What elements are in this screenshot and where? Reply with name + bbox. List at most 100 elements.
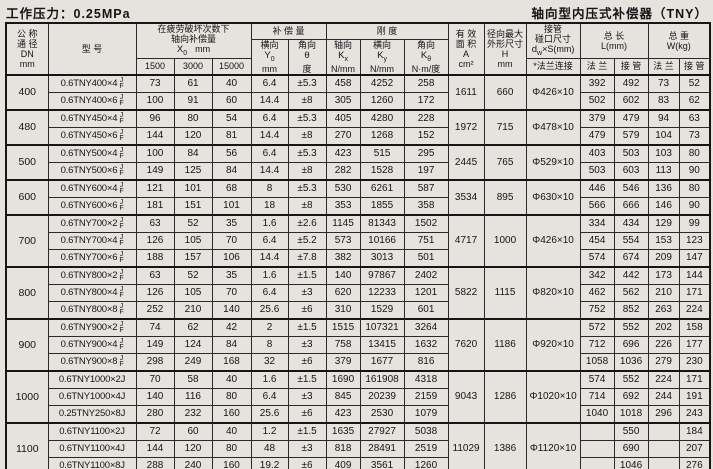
- cell-x15000: 160: [211, 404, 252, 424]
- cell-weight-flange: 279: [647, 352, 680, 372]
- cell-angular-stiffness: 3264: [403, 317, 449, 337]
- cell-lateral-stiffness: 3013: [359, 248, 405, 268]
- cell-lateral-compensation: 6.4: [250, 387, 289, 406]
- cell-x15000: 80: [211, 439, 252, 458]
- cell-pipe-size: Φ426×10: [525, 213, 581, 268]
- cell-dn: 900: [5, 317, 49, 372]
- table-row: 900 0.6TNY900×2 J F 74 62 42 2 ±1.5 1515 107321 326…: [5, 317, 711, 372]
- cell-weight-pipe: 171: [678, 369, 711, 389]
- cell-weight-pipe: 177: [678, 335, 711, 354]
- cell-angular-compensation: ±3: [287, 439, 327, 458]
- cell-length-pipe: 666: [613, 196, 649, 216]
- cell-model: 0.6TNY700×2 J F: [47, 213, 137, 233]
- cell-length-pipe: 690: [613, 439, 649, 458]
- cell-pipe-size: Φ426×10: [525, 73, 581, 111]
- cell-x15000: 40: [211, 73, 252, 93]
- spec-table: 公 称通 径 DN mm 型 号 在疲劳破坏次数下 轴向补偿量 X0 mm 补 偿 …: [5, 22, 712, 469]
- cell-lateral-stiffness: 1260: [359, 91, 405, 111]
- cell-x3000: 124: [173, 335, 213, 354]
- cell-x3000: 120: [173, 439, 213, 458]
- cell-radial-dimension: 1186: [483, 317, 527, 372]
- cell-weight-flange: [647, 456, 680, 469]
- cell-x3000: 120: [173, 126, 213, 146]
- cell-weight-pipe: 63: [678, 108, 711, 128]
- cell-weight-pipe: 191: [678, 387, 711, 406]
- col-header-length-flange: 法 兰: [579, 57, 615, 76]
- cell-lateral-compensation: 14.4: [250, 91, 289, 111]
- cell-model: 0.6TNY500×4 J F: [47, 143, 137, 163]
- cell-weight-flange: 210: [647, 283, 680, 302]
- cell-pipe-size: Φ478×10: [525, 108, 581, 146]
- cell-length-pipe: 546: [613, 178, 649, 198]
- table-row: 480 0.6TNY450×4 J F 96 80 54 6.4 ±5.3 405 4280 228 1…: [5, 108, 711, 146]
- cell-x1500: 144: [135, 126, 175, 146]
- cell-x1500: 126: [135, 283, 175, 302]
- cell-angular-compensation: ±8: [287, 161, 327, 181]
- cell-lateral-stiffness: 1855: [359, 196, 405, 216]
- cell-angular-compensation: ±7.8: [287, 248, 327, 268]
- cell-dn: 600: [5, 178, 49, 216]
- cell-length-pipe: 692: [613, 387, 649, 406]
- cell-model: 0.6TNY600×4 J F: [47, 178, 137, 198]
- cell-model: 0.6TNY600×6 J F: [47, 196, 137, 216]
- col-header-model: 型 号: [47, 22, 137, 76]
- cell-x1500: 72: [135, 421, 175, 441]
- cell-axial-stiffness: 1515: [325, 317, 361, 337]
- cell-radial-dimension: 1286: [483, 369, 527, 424]
- cell-x15000: 168: [211, 352, 252, 372]
- cell-angular-stiffness: 258: [403, 73, 449, 93]
- cell-weight-pipe: 224: [678, 300, 711, 320]
- cell-weight-flange: 202: [647, 317, 680, 337]
- col-header-cycles-1500: 1500: [135, 57, 175, 76]
- cell-x3000: 62: [173, 317, 213, 337]
- col-header-cycles-3000: 3000: [173, 57, 213, 76]
- cell-x3000: 52: [173, 265, 213, 285]
- cell-weight-flange: 129: [647, 213, 680, 233]
- cell-x1500: 252: [135, 300, 175, 320]
- table-row: 1100 0.6TNY1100×2J 72 60 40 1.2 ±1.5 1635 27927 5…: [5, 421, 711, 469]
- cell-angular-stiffness: 197: [403, 161, 449, 181]
- cell-weight-flange: [647, 439, 680, 458]
- cell-lateral-stiffness: 1529: [359, 300, 405, 320]
- cell-x3000: 232: [173, 404, 213, 424]
- cell-lateral-compensation: 1.6: [250, 265, 289, 285]
- cell-angular-compensation: ±6: [287, 404, 327, 424]
- cell-length-pipe: 554: [613, 231, 649, 250]
- cell-length-pipe: 552: [613, 317, 649, 337]
- cell-x15000: 84: [211, 335, 252, 354]
- cell-x3000: 61: [173, 73, 213, 93]
- cell-x1500: 121: [135, 178, 175, 198]
- cell-x15000: 101: [211, 196, 252, 216]
- cell-length-flange: 462: [579, 283, 615, 302]
- cell-angular-compensation: ±8: [287, 196, 327, 216]
- col-header-weight-flange: 法 兰: [647, 57, 680, 76]
- cell-weight-pipe: 99: [678, 213, 711, 233]
- cell-lateral-compensation: 25.6: [250, 404, 289, 424]
- table-row: 1000 0.6TNY1000×2J 70 58 40 1.6 ±1.5 1690 161908…: [5, 369, 711, 424]
- table-row: 700 0.6TNY700×2 J F 63 52 35 1.6 ±2.6 1145 81343 15…: [5, 213, 711, 268]
- cell-x3000: 58: [173, 369, 213, 389]
- cell-weight-pipe: 80: [678, 143, 711, 163]
- table-row: 0.6TNY900×4 J F 149 124 84 8 ±3 758 13415 1632 712 6…: [6, 335, 711, 354]
- cell-lateral-stiffness: 4252: [359, 73, 405, 93]
- cell-model: 0.6TNY1000×2J: [47, 369, 137, 389]
- cell-weight-flange: [647, 421, 680, 441]
- cell-weight-flange: 83: [647, 91, 680, 111]
- cell-lateral-compensation: 8: [250, 335, 289, 354]
- cell-length-pipe: 434: [613, 213, 649, 233]
- cell-weight-flange: 94: [647, 108, 680, 128]
- cell-weight-flange: 113: [647, 161, 680, 181]
- cell-length-flange: 572: [579, 317, 615, 337]
- cell-x1500: 144: [135, 439, 175, 458]
- cell-angular-compensation: ±6: [287, 456, 327, 469]
- cell-length-pipe: 1046: [613, 456, 649, 469]
- table-row: 0.6TNY700×6 J F 188 157 106 14.4 ±7.8 382 3013 501…: [6, 248, 711, 268]
- cell-length-pipe: 552: [613, 369, 649, 389]
- col-group-compensation: 补 偿 量: [250, 22, 327, 40]
- cell-weight-pipe: 62: [678, 91, 711, 111]
- cell-x15000: 56: [211, 143, 252, 163]
- cell-model: 0.6TNY1100×2J: [47, 421, 137, 441]
- cell-x15000: 40: [211, 421, 252, 441]
- cell-length-flange: 446: [579, 178, 615, 198]
- cell-length-pipe: 1018: [613, 404, 649, 424]
